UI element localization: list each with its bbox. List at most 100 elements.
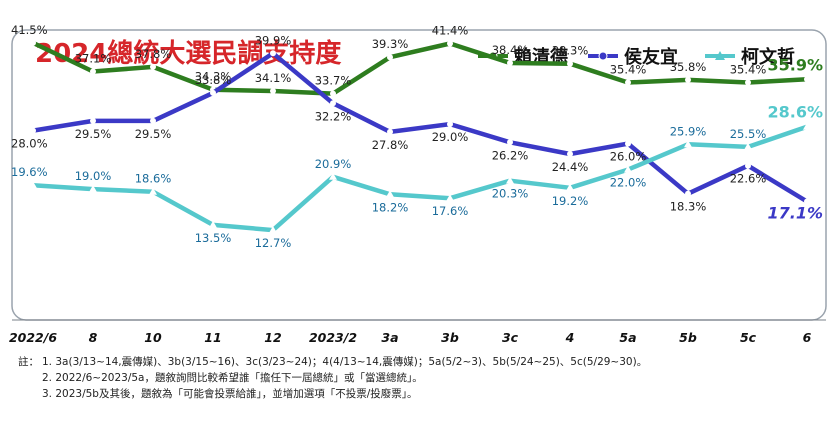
x-tick-7: 3b (441, 330, 459, 345)
footnote-3-text: 3. 2023/5b及其後，題敘為「可能會投票給誰」，並增加選項「不投票/投廢票… (42, 388, 418, 400)
label-lai-7: 41.4% (432, 24, 469, 38)
footnote-3: 3. 2023/5b及其後，題敘為「可能會投票給誰」，並增加選項「不投票/投廢票… (18, 386, 828, 402)
footnote-1-text: 1. 3a(3/13~14,震傳媒)、3b(3/15~16)、3c(3/23~2… (42, 356, 648, 368)
x-tick-11: 5b (679, 330, 697, 345)
point-ko-0 (29, 181, 37, 189)
point-hou-6 (387, 128, 393, 135)
series-line-ko (32, 124, 808, 233)
point-hou-1 (90, 117, 96, 124)
label-ko-12: 25.5% (730, 127, 767, 141)
x-tick-2: 10 (144, 330, 162, 345)
point-hou-8 (507, 139, 513, 146)
label-lai-2: 37.8% (135, 47, 172, 61)
x-tick-13: 6 (803, 330, 812, 345)
label-hou-5: 32.2% (315, 109, 352, 123)
label-ko-7: 17.6% (432, 204, 469, 218)
point-ko-2 (149, 187, 157, 195)
legend-label-hou: 侯友宜 (624, 46, 678, 68)
label-ko-11: 25.9% (670, 124, 707, 138)
point-lai-0 (30, 39, 36, 46)
label-lai-12: 35.4% (730, 63, 767, 77)
point-ko-5 (329, 172, 337, 180)
series-lai: 41.5% 37.1% 37.8% 34.3% 34.1% 33.7% 39.3% 41.4%… (11, 23, 823, 97)
label-lai-4: 34.1% (255, 71, 292, 85)
point-ko-7 (446, 194, 454, 202)
point-hou-5 (330, 100, 336, 107)
label-hou-8: 26.2% (492, 148, 529, 162)
series-layer: 41.5% 37.1% 37.8% 34.3% 34.1% 33.7% 39.3% 41.4%… (11, 23, 823, 250)
label-lai-3: 34.3% (195, 70, 232, 84)
point-lai-10 (625, 79, 631, 86)
point-lai-7 (447, 40, 453, 47)
label-lai-6: 39.3% (372, 37, 409, 51)
series-hou: 28.0% 29.5% 29.5% 33.8% 39.9% 32.2% 27.8% 29.0%… (11, 33, 823, 222)
point-lai-6 (387, 54, 393, 61)
label-ko-1: 19.0% (75, 169, 112, 183)
label-lai-9: 38.3% (552, 44, 589, 58)
legend-marker-ko (715, 51, 725, 60)
label-lai-5: 33.7% (315, 74, 352, 88)
series-line-lai (32, 40, 808, 96)
label-hou-13: 17.1% (767, 204, 823, 223)
label-ko-10: 22.0% (610, 176, 647, 190)
point-hou-4 (270, 50, 276, 57)
label-hou-10: 26.0% (610, 150, 647, 164)
footnotes: 註： 1. 3a(3/13~14,震傳媒)、3b(3/15~16)、3c(3/23… (18, 354, 828, 402)
point-ko-8 (506, 176, 514, 184)
label-ko-2: 18.6% (135, 172, 172, 186)
label-ko-5: 20.9% (315, 157, 352, 171)
point-ko-6 (386, 190, 394, 198)
x-tick-8: 3c (502, 330, 519, 345)
point-ko-12 (744, 142, 752, 150)
legend-label-ko: 柯文哲 (741, 46, 795, 68)
point-ko-11 (684, 140, 692, 148)
label-lai-13: 35.9% (767, 55, 823, 74)
label-lai-1: 37.1% (75, 52, 112, 66)
label-lai-11: 35.8% (670, 60, 707, 74)
point-ko-10 (624, 165, 632, 173)
point-hou-13 (804, 198, 810, 205)
label-lai-8: 38.4% (492, 43, 529, 57)
point-lai-4 (270, 88, 276, 94)
point-ko-4 (269, 226, 277, 234)
point-lai-2 (150, 63, 156, 70)
point-lai-8 (507, 60, 513, 66)
point-lai-13 (804, 76, 810, 83)
label-ko-13: 28.6% (767, 103, 823, 122)
x-tick-labels: 2022/6 8 10 11 12 2023/2 3a 3b 3c 4 5a 5b 5c 6 (9, 330, 812, 345)
point-hou-12 (745, 162, 751, 169)
label-hou-4: 39.9% (255, 33, 292, 47)
x-tick-3: 11 (204, 330, 221, 345)
point-hou-0 (30, 127, 36, 134)
footnote-2-text: 2. 2022/6~2023/5a，題敘詢問比較希望誰「擔任下一屆總統」或「當選… (42, 372, 423, 384)
footnote-1: 註： 1. 3a(3/13~14,震傳媒)、3b(3/15~16)、3c(3/23… (18, 354, 828, 370)
x-tick-4: 12 (264, 330, 281, 345)
label-hou-11: 18.3% (670, 200, 707, 214)
label-hou-3: 33.8% (195, 73, 232, 87)
label-hou-7: 29.0% (432, 130, 469, 144)
label-ko-0: 19.6% (11, 165, 48, 179)
series-ko: 19.6% 19.0% 18.6% 13.5% 12.7% 20.9% 18.2% 17.6%… (11, 103, 823, 250)
label-ko-6: 18.2% (372, 200, 409, 214)
point-ko-1 (89, 185, 97, 193)
footnote-label: 註： (18, 356, 39, 368)
point-ko-9 (566, 183, 574, 191)
chart-title: 2024總統大選民調支持度 (35, 38, 341, 69)
x-tick-6: 3a (381, 330, 398, 345)
x-tick-0: 2022/6 (9, 330, 57, 345)
label-hou-1: 29.5% (75, 127, 112, 141)
point-lai-5 (330, 90, 336, 97)
label-lai-0: 41.5% (11, 23, 48, 37)
label-lai-10: 35.4% (610, 63, 647, 77)
x-tick-12: 5c (740, 330, 757, 345)
label-ko-3: 13.5% (195, 231, 232, 245)
label-hou-9: 24.4% (552, 160, 589, 174)
label-ko-8: 20.3% (492, 187, 529, 201)
x-tick-5: 2023/2 (309, 330, 357, 345)
label-ko-4: 12.7% (255, 236, 292, 250)
point-hou-9 (567, 151, 573, 157)
label-ko-9: 19.2% (552, 194, 589, 208)
label-hou-6: 27.8% (372, 138, 409, 152)
point-lai-9 (567, 60, 573, 67)
label-hou-2: 29.5% (135, 127, 172, 141)
